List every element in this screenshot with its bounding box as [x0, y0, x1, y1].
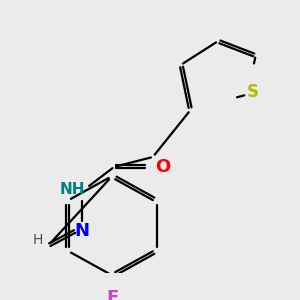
Text: N: N: [75, 222, 90, 240]
Text: S: S: [246, 83, 258, 101]
Text: F: F: [106, 289, 118, 300]
Text: H: H: [33, 233, 43, 247]
Text: NH: NH: [60, 182, 85, 197]
Text: O: O: [155, 158, 170, 176]
